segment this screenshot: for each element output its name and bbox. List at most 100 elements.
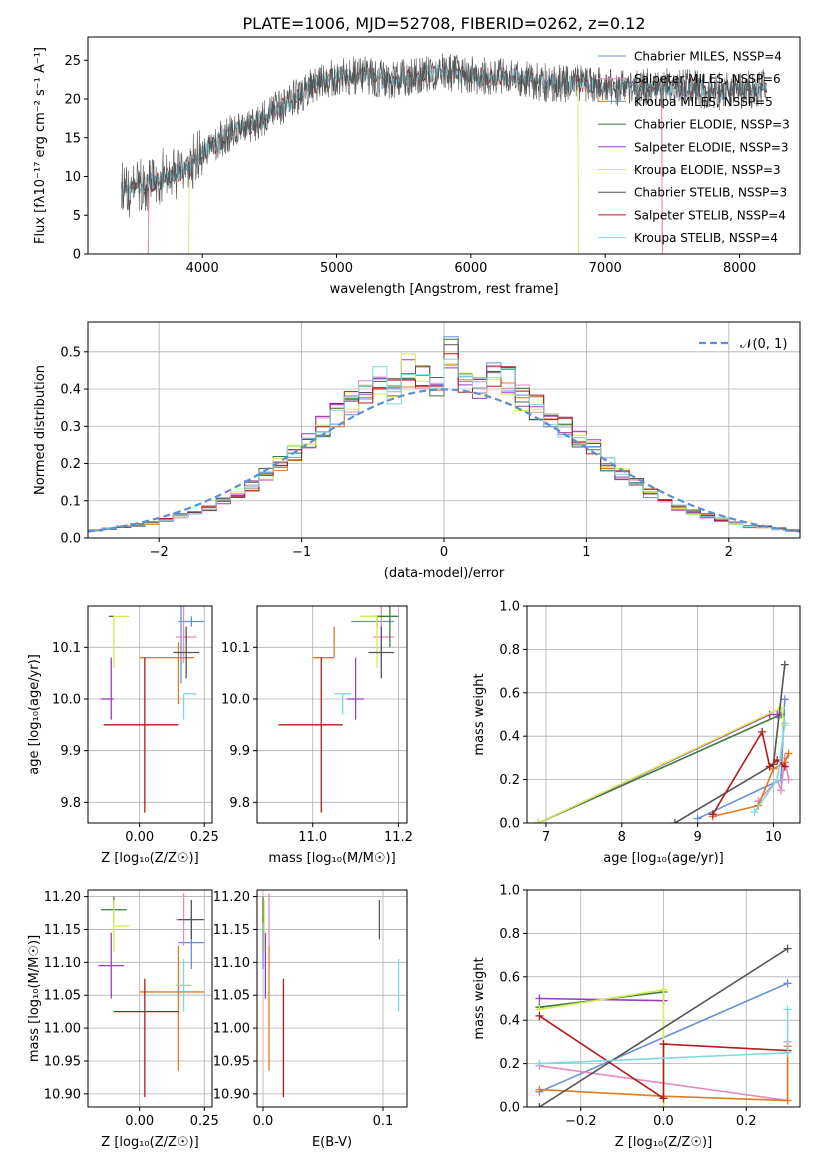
spectrum-data-series [121,53,767,218]
legend-label: Chabrier MILES, NSSP=4 [634,50,782,64]
massEbv-frame [256,889,408,1108]
wZ-ylabel: mass weight [472,957,487,1039]
wAge-xtick-label: 8 [618,830,626,845]
spectrum-ytick-label: 20 [64,93,81,108]
wZ-ytick-label: 1.0 [499,884,520,899]
massEbv-ytick-label: 11.10 [213,956,250,971]
histogram-xtick-label: −2 [150,545,169,560]
wAge-marker [784,749,793,758]
histogram-ytick-label: 0.4 [60,383,81,398]
wAge-marker [784,775,793,784]
wAge-marker [780,762,789,771]
ageZ-ytick-label: 9.9 [60,744,81,759]
histogram-xtick-label: 2 [725,545,733,560]
wZ-ytick-label: 0.0 [499,1101,520,1116]
massEbv-ytick-label: 11.05 [213,989,250,1004]
wAge-marker [780,695,789,704]
ageMass-points [278,606,399,813]
wZ-xtick-label: −0.2 [565,1114,597,1129]
wAge-lines [534,660,793,823]
wAge-marker [773,775,782,784]
massZ-frame [87,889,213,1108]
histogram-steps [88,336,800,533]
wAge-ylabel: mass weight [472,673,487,755]
spectrum-xtick-label: 4000 [186,261,219,276]
wAge-marker [708,810,717,819]
legend-label: Kroupa STELIB, NSSP=4 [634,231,778,245]
histogram-series [88,358,800,532]
spectrum-ylabel: Flux [fλ10⁻¹⁷ erg cm⁻² s⁻¹ A⁻¹] [33,47,48,244]
legend-label: Chabrier ELODIE, NSSP=3 [634,118,790,132]
wZ-axes: −0.2 0.0 0.2 0.0 0.2 0.4 0.6 0.8 1.0 Z [log₁₀(Z/Z… [472,884,800,1150]
wAge-marker [534,819,543,823]
massEbv-xlabel: E(B-V) [312,1135,352,1150]
wAge-marker [765,762,774,771]
legend-label: Salpeter ELODIE, NSSP=3 [634,140,789,154]
wZ-marker [659,1103,668,1107]
wAge-series [697,699,786,820]
ageMass-xtick-label: 11.0 [298,830,327,845]
legend-label: Kroupa MILES, NSSP=5 [634,95,773,109]
wZ-marker [535,1059,544,1068]
massEbv-xtick-label: 0.0 [253,1114,274,1129]
wZ-marker [783,944,792,953]
massZ-ytick-label: 11.15 [44,923,81,938]
wAge-ytick-label: 0.6 [499,686,520,701]
massEbv-ytick-label: 10.90 [213,1087,250,1102]
wZ-xlabel: Z [log₁₀(Z/Z☉)] [615,1135,712,1150]
wZ-marker [783,1005,792,1014]
ageZ-axes: 0.00 0.25 9.8 9.9 10.0 10.1 Z [log₁₀(Z/Z☉)] age… [27,606,219,866]
massZ-ytick-label: 11.05 [44,989,81,1004]
wZ-ytick-label: 0.4 [499,1014,520,1029]
ageMass-xtick-label: 11.2 [384,830,413,845]
spectrum-ytick-label: 25 [64,54,81,69]
wAge-marker [777,703,786,712]
spectrum-ytick-label: 10 [64,170,81,185]
massZ-ytick-label: 11.20 [44,890,81,905]
histogram-xlabel: (data-model)/error [384,566,505,581]
ageZ-ylabel: age [log₁₀(age/yr)] [27,654,42,775]
wAge-ytick-label: 0.8 [499,643,520,658]
ageMass-ytick-label: 9.9 [229,744,250,759]
legend-label: Chabrier STELIB, NSSP=3 [634,186,787,200]
ageMass-axes: 11.0 11.2 9.8 9.9 10.0 10.1 mass [log₁₀(M/M☉)] [221,606,413,866]
wAge-xtick-label: 7 [542,830,550,845]
wZ-series [539,988,665,1107]
spectrum-legend: Chabrier MILES, NSSP=4 Salpeter MILES, NS… [598,50,790,245]
wZ-marker [535,1085,544,1094]
wZ-series [538,947,789,1107]
wZ-ytick-label: 0.8 [499,927,520,942]
wZ-marker [659,985,668,994]
spectrum-xtick-label: 7000 [589,261,622,276]
spectrum-xlabel: wavelength [Angstrom, rest frame] [330,282,559,297]
massZ-xtick-label: 0.00 [125,1114,154,1129]
massZ-ytick-label: 11.10 [44,956,81,971]
massZ-points [98,893,205,1098]
wAge-marker [777,786,786,795]
histogram-ytick-label: 0.0 [60,532,81,547]
wAge-axes: 7 8 9 10 0.0 0.2 0.4 0.6 0.8 1.0 age [log₁₀(age/yr… [472,600,800,866]
wAge-ytick-label: 0.0 [499,817,520,832]
wAge-xtick-label: 10 [765,830,782,845]
wZ-marker [783,1096,792,1105]
wZ-marker [783,1048,792,1057]
histogram-xtick-label: 1 [582,545,590,560]
wAge-marker [693,814,702,823]
spectrum-ytick-label: 0 [73,248,81,263]
ageZ-xtick-label: 0.00 [125,830,154,845]
spectrum-ytick-label: 15 [64,131,81,146]
wZ-marker [659,1040,668,1049]
spectrum-axes: 4000 5000 6000 7000 8000 0 5 10 15 20 25 wavelength… [33,47,756,297]
wZ-series [539,1046,789,1102]
legend-label: Salpeter STELIB, NSSP=4 [634,208,786,222]
spectrum-ytick-label: 5 [73,209,81,224]
wZ-marker [535,1103,544,1107]
wAge-marker [750,808,759,817]
legend-label: Salpeter MILES, NSSP=6 [634,72,781,86]
wAge-ytick-label: 1.0 [499,600,520,615]
ageZ-ytick-label: 10.0 [52,693,81,708]
wAge-marker [758,727,767,736]
wAge-series [712,729,786,815]
massEbv-xtick-label: 0.1 [373,1114,394,1129]
histogram-ytick-label: 0.5 [60,345,81,360]
